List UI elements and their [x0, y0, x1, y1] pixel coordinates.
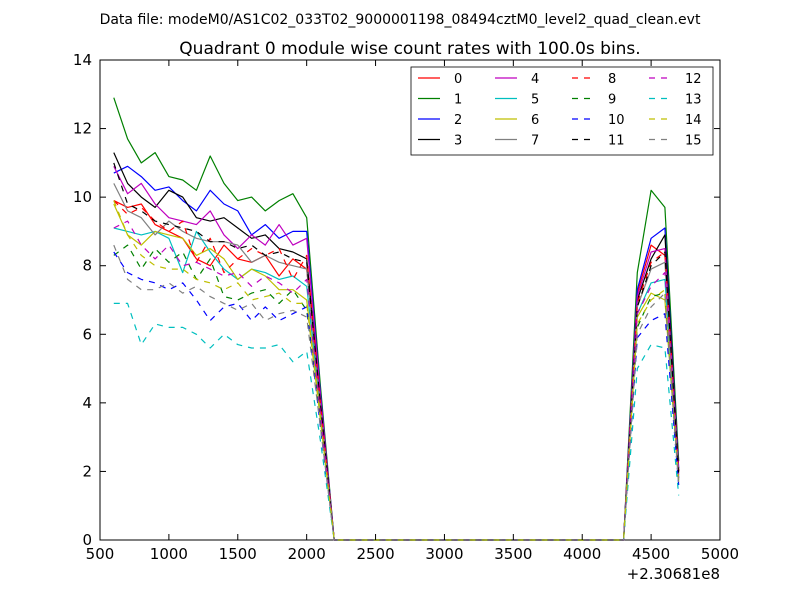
x-tick-label: 2500 — [356, 545, 394, 563]
x-tick-label: 3000 — [425, 545, 463, 563]
series-line-7 — [114, 183, 679, 540]
x-tick-label: 1000 — [150, 545, 188, 563]
legend-label-3: 3 — [454, 134, 462, 149]
series-line-12 — [114, 221, 679, 540]
series-line-8 — [114, 201, 679, 540]
legend-label-11: 11 — [608, 134, 625, 149]
series-line-3 — [114, 153, 679, 540]
series-line-0 — [114, 201, 679, 540]
y-tick-label: 4 — [82, 394, 92, 412]
series-line-13 — [114, 303, 679, 540]
series-line-14 — [114, 201, 679, 540]
series-line-11 — [114, 163, 679, 540]
series-line-4 — [114, 166, 679, 540]
legend-label-7: 7 — [531, 134, 539, 149]
legend-label-6: 6 — [531, 113, 539, 128]
legend-label-8: 8 — [608, 72, 616, 87]
legend-label-4: 4 — [531, 72, 539, 87]
chart-title: Quadrant 0 module wise count rates with … — [179, 39, 640, 59]
legend-label-13: 13 — [685, 93, 702, 108]
series-line-1 — [114, 98, 679, 540]
y-tick-label: 10 — [73, 188, 92, 206]
y-tick-label: 14 — [73, 51, 92, 69]
series-line-9 — [114, 245, 679, 540]
legend-label-14: 14 — [685, 113, 702, 128]
y-tick-label: 12 — [73, 120, 92, 138]
x-tick-label: 4000 — [563, 545, 601, 563]
y-tick-label: 0 — [82, 531, 92, 549]
legend-label-5: 5 — [531, 93, 539, 108]
x-tick-label: 3500 — [494, 545, 532, 563]
x-tick-label: 2000 — [288, 545, 326, 563]
legend-label-1: 1 — [454, 93, 462, 108]
series-line-6 — [114, 204, 679, 540]
legend-label-15: 15 — [685, 134, 702, 149]
legend-label-0: 0 — [454, 72, 462, 87]
legend-label-9: 9 — [608, 93, 616, 108]
y-tick-label: 2 — [82, 462, 92, 480]
y-tick-label: 8 — [82, 257, 92, 275]
series-layer — [114, 98, 679, 540]
x-tick-label: 1500 — [219, 545, 257, 563]
x-offset-label: +2.30681e8 — [627, 565, 720, 583]
legend-label-12: 12 — [685, 72, 702, 87]
suptitle: Data file: modeM0/AS1C02_033T02_90000011… — [100, 12, 701, 28]
series-line-10 — [114, 252, 679, 540]
legend-label-10: 10 — [608, 113, 625, 128]
series-line-5 — [114, 228, 679, 540]
y-tick-label: 6 — [82, 325, 92, 343]
x-tick-label: 5000 — [701, 545, 739, 563]
series-line-15 — [114, 245, 679, 540]
x-tick-label: 4500 — [632, 545, 670, 563]
legend-label-2: 2 — [454, 113, 462, 128]
